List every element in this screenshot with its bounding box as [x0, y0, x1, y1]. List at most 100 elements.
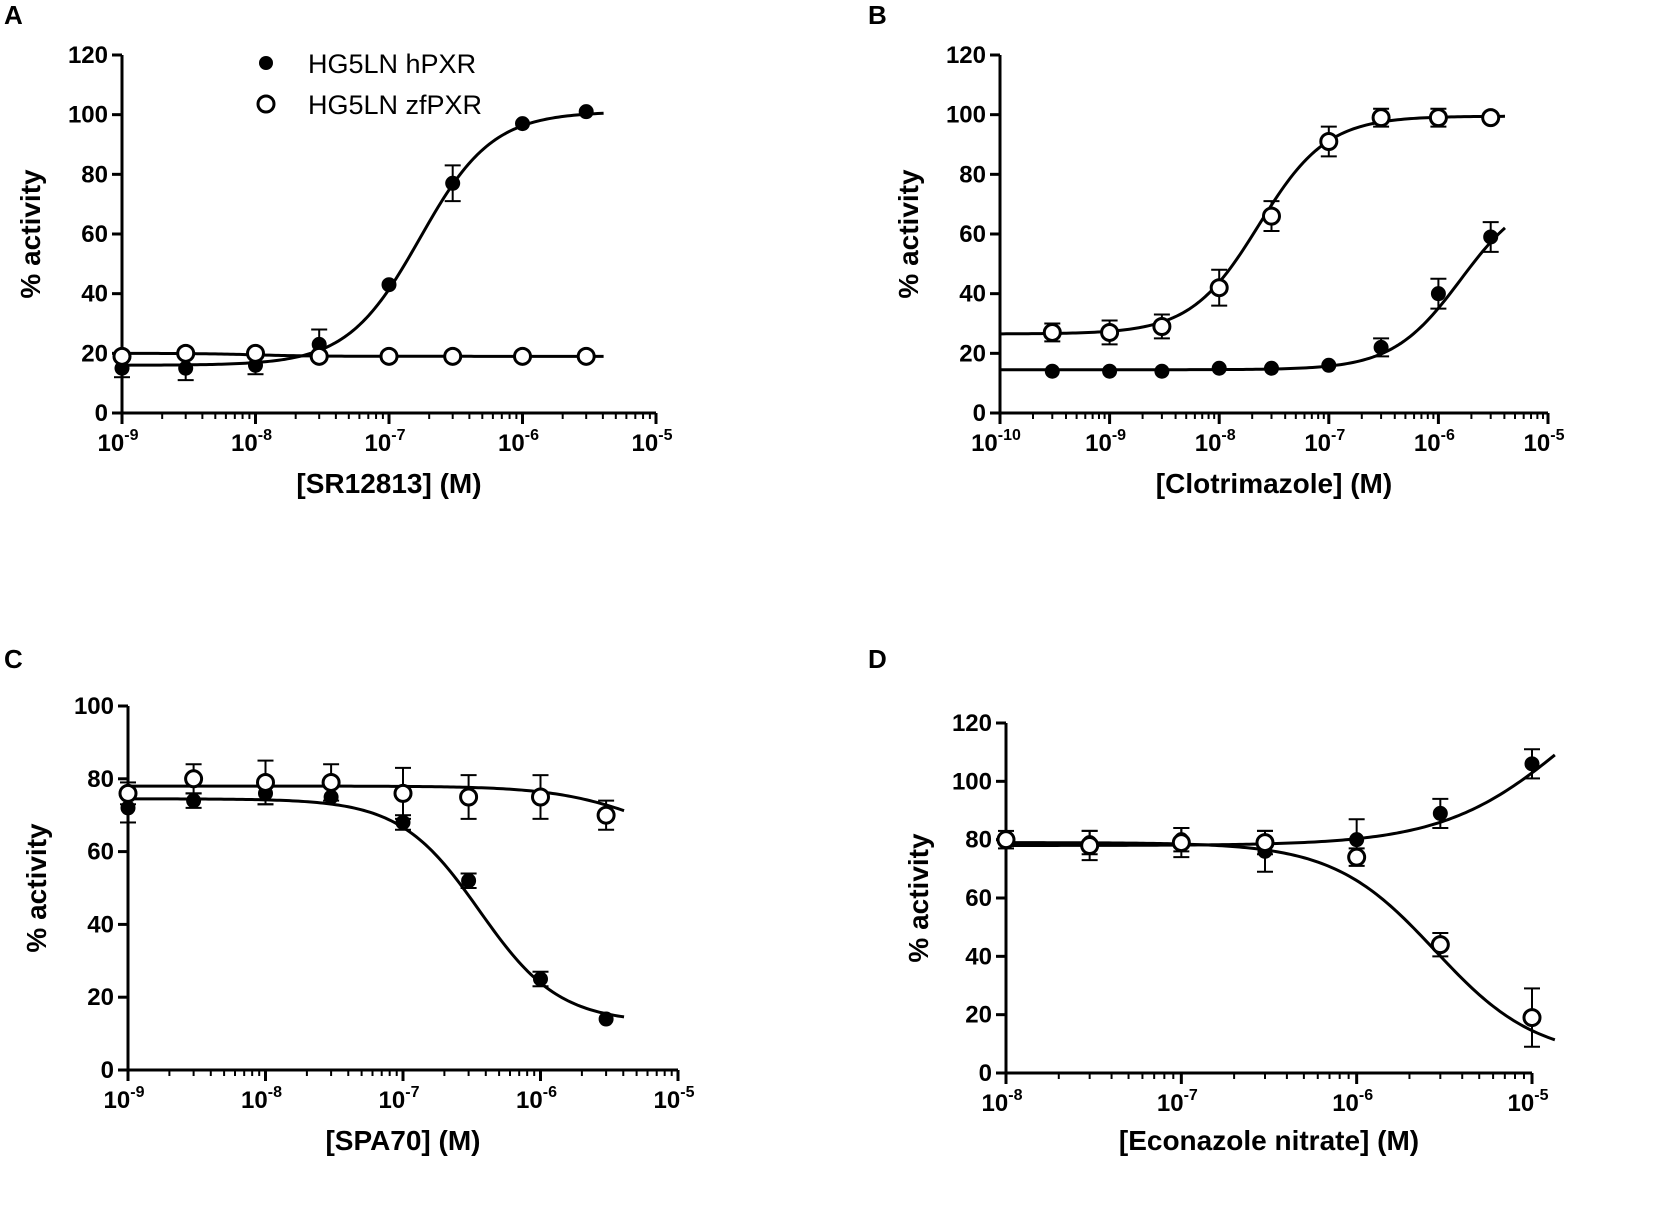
data-point-filled: [1211, 360, 1227, 376]
data-point-filled: [598, 1011, 614, 1027]
data-point-open: [1347, 847, 1367, 867]
y-tick-label: 100: [74, 693, 114, 720]
panel-letter: C: [4, 644, 23, 674]
data-point-filled: [178, 360, 194, 376]
x-tick-label: 10-8: [241, 1084, 282, 1114]
x-tick-label: 10-7: [1157, 1087, 1198, 1117]
y-tick-label: 0: [95, 400, 108, 427]
y-tick-label: 100: [68, 102, 108, 129]
y-tick-label: 60: [81, 221, 108, 248]
data-point-open: [246, 343, 265, 363]
y-tick-label: 40: [959, 281, 986, 308]
series-zfpxr: [118, 759, 625, 831]
data-point-filled: [1349, 832, 1365, 848]
data-point-filled: [1154, 363, 1170, 379]
data-point-filled: [381, 277, 397, 293]
x-tick-label: 10-9: [1085, 427, 1126, 457]
data-point-open: [1080, 836, 1100, 855]
data-point-open: [379, 346, 399, 366]
legend: HG5LN hPXR HG5LN zfPXR: [256, 49, 482, 120]
series-zfpxr: [112, 343, 604, 366]
data-point-open: [1428, 108, 1448, 128]
y-tick-label: 120: [68, 42, 108, 69]
y-tick-label: 20: [965, 1002, 992, 1029]
data-point-open: [1171, 833, 1191, 853]
x-tick-label: 10-5: [632, 427, 673, 457]
data-point-filled: [1373, 339, 1389, 355]
fit-curve: [1000, 226, 1506, 372]
x-tick-label: 10-7: [379, 1084, 420, 1114]
data-point-filled: [515, 116, 530, 132]
panel-b: B 0 20 40 60 80 100 120 10-10 10-9 10-8 10-7 10-6 10-…: [868, 0, 1565, 499]
x-tick-label: 10-8: [982, 1087, 1023, 1117]
data-point-open: [513, 346, 532, 366]
y-tick-label: 100: [946, 102, 986, 129]
x-tick-label: 10-9: [104, 1084, 145, 1114]
fit-curve: [121, 111, 604, 367]
data-point-open: [576, 346, 596, 366]
x-tick-label: 10-5: [1524, 427, 1565, 457]
y-tick-label: 20: [959, 340, 986, 367]
data-point-open: [112, 346, 132, 366]
legend-marker-open: [256, 94, 276, 114]
data-point-open: [1042, 322, 1062, 342]
y-tick-label: 0: [973, 400, 986, 427]
x-tick-label: 10-10: [971, 427, 1021, 457]
panel-letter: A: [4, 0, 23, 30]
y-tick-label: 40: [81, 281, 108, 308]
series-zfpxr: [999, 107, 1505, 346]
legend-label: HG5LN zfPXR: [308, 90, 482, 120]
x-tick-label: 10-6: [516, 1084, 557, 1114]
data-point-filled: [1044, 363, 1060, 379]
x-tick-label: 10-6: [498, 427, 539, 457]
data-point-filled: [186, 793, 202, 809]
x-tick-label: 10-7: [365, 427, 406, 457]
panel-c: C 0 20 40 60 80 100 10-9 10-8 10-7 10-6 10-5 [SPA70]…: [4, 644, 695, 1156]
data-point-open: [1522, 1008, 1542, 1028]
y-tick-label: 20: [81, 340, 108, 367]
legend-label: HG5LN hPXR: [308, 49, 476, 79]
y-tick-label: 80: [81, 161, 108, 188]
data-point-filled: [461, 873, 477, 889]
data-point-filled: [1102, 363, 1118, 379]
data-point-open: [176, 343, 196, 363]
x-tick-label: 10-6: [1414, 427, 1455, 457]
y-tick-label: 80: [959, 161, 986, 188]
fit-curve: [999, 114, 1505, 336]
x-axis-title: [SR12813] (M): [296, 468, 481, 499]
data-point-filled: [1263, 360, 1279, 376]
y-tick-label: 80: [87, 766, 114, 793]
data-point-filled: [533, 971, 548, 987]
x-tick-label: 10-5: [654, 1084, 695, 1114]
data-point-open: [996, 830, 1016, 850]
x-tick-label: 10-9: [98, 427, 139, 457]
legend-marker-filled: [259, 56, 273, 70]
data-point-open: [531, 787, 550, 807]
y-tick-label: 80: [965, 827, 992, 854]
y-axis-title: % activity: [15, 169, 46, 299]
data-point-filled: [578, 104, 594, 120]
y-tick-label: 60: [965, 885, 992, 912]
data-point-open: [1152, 316, 1172, 336]
x-tick-label: 10-8: [231, 427, 272, 457]
panel-letter: D: [868, 644, 887, 674]
data-point-filled: [1524, 756, 1540, 772]
series-zfpxr: [996, 827, 1556, 1048]
series-hpxr: [998, 748, 1556, 873]
panel-d: D 0 20 40 60 80 100 120 10-8 10-7 10-6 10-5 [Econazo…: [868, 644, 1556, 1156]
y-tick-label: 40: [965, 943, 992, 970]
y-tick-label: 60: [87, 839, 114, 866]
x-axis-title: [Clotrimazole] (M): [1156, 468, 1392, 499]
y-tick-label: 20: [87, 984, 114, 1011]
series-hpxr: [1000, 221, 1506, 379]
data-point-open: [256, 772, 275, 792]
y-tick-label: 0: [101, 1057, 114, 1084]
data-point-open: [1209, 278, 1229, 298]
fit-curve: [1006, 841, 1556, 1042]
data-point-open: [393, 783, 413, 803]
data-point-open: [1100, 322, 1120, 342]
y-tick-label: 0: [979, 1060, 992, 1087]
data-point-open: [1319, 132, 1339, 152]
data-point-open: [309, 346, 329, 366]
